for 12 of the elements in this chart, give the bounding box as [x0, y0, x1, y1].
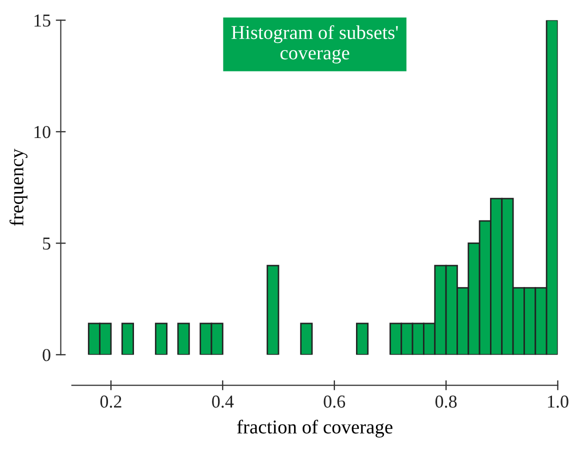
y-tick-label: 15 — [34, 14, 50, 27]
x-tick-label: 0.6 — [324, 396, 346, 408]
y-tick-label: 0 — [42, 348, 50, 362]
x-tick-label: 1.0 — [548, 396, 568, 408]
y-tick-label: 10 — [34, 126, 50, 138]
x-tick-label: 0.8 — [435, 396, 457, 408]
x-axis-title: fraction of coverage — [237, 420, 392, 438]
y-tick-label: 5 — [43, 238, 50, 250]
x-tick-label: 0.2 — [100, 396, 122, 408]
y-axis-title: frequency — [10, 148, 28, 226]
text: Histogram of subsets' coverage — [232, 25, 398, 64]
x-tick-label: 0.4 — [212, 396, 234, 408]
